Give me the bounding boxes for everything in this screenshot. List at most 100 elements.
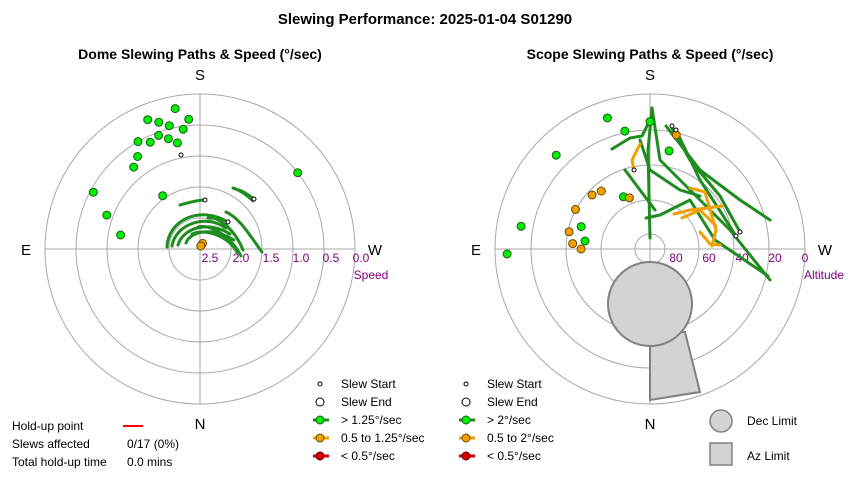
dome-data-point [196,241,206,251]
dome-data-point [154,117,164,127]
dome-data-point [178,124,188,134]
scope-dir-bottom: N [645,416,656,433]
scope-data-point [645,117,655,127]
dome-dir-bottom: N [195,416,206,433]
dome-axis-name: Speed [354,268,389,282]
dome-path [224,210,264,254]
dome-path [237,188,256,201]
fast-dot-icon [315,415,325,425]
scope-dir-left: E [471,242,481,259]
scope-path [644,198,770,278]
slew-end-icon [461,397,471,407]
dome-tick-1: 2.0 [233,251,250,265]
slews-affected-label: Slews affected [12,437,90,451]
scope-data-point [620,126,630,136]
dome-dir-right: W [368,242,383,259]
dome-legend-slow: < 0.5°/sec [341,449,395,463]
dome-tick-2: 1.5 [263,251,280,265]
scope-slew-end-marker [737,229,743,235]
scope-dir-right: W [818,242,833,259]
scope-slew-end-marker [733,233,739,239]
dome-slew-end-marker [251,196,257,202]
dome-paths [165,186,264,258]
scope-legend-slew-end: Slew End [487,395,538,409]
dome-slew-end-markers [178,152,257,225]
scope-path [698,230,722,247]
scope-panel: Scope Slewing Paths & Speed (°/sec) S N … [471,46,844,433]
scope-data-point [571,204,580,214]
scope-path [638,138,702,198]
scope-data-point [664,146,674,156]
dome-path [190,230,239,254]
scope-data-point [576,244,586,254]
dome-title: Dome Slewing Paths & Speed (°/sec) [78,46,322,62]
dome-data-point [170,104,180,114]
scope-legend-fast: > 2°/sec [487,413,531,427]
az-limit-icon [709,442,733,466]
scope-data-point [587,190,597,200]
scope-data-point [568,239,578,249]
dome-data-point [88,187,98,197]
holdup-point-label: Hold-up point [12,419,84,433]
dome-data-point [158,191,168,201]
dec-limit-label: Dec Limit [747,414,798,428]
dome-slew-end-marker [178,152,184,158]
scope-dir-top: S [645,67,655,84]
dome-legend-medium: 0.5 to 1.25°/sec [341,431,425,445]
scope-legend-slew-start: Slew Start [487,377,542,391]
medium-dot-icon [315,433,325,443]
dome-data-point [172,138,182,148]
scope-points [502,113,681,259]
scope-data-point [602,113,612,123]
scope-path [670,126,742,234]
scope-data-point [576,222,586,232]
scope-legend-slow: < 0.5°/sec [487,449,541,463]
scope-data-point [551,150,561,160]
dome-dir-top: S [195,67,205,84]
scope-data-point [564,227,574,237]
dome-tick-4: 0.5 [323,251,340,265]
dome-data-point [184,114,194,124]
dome-legend-slew-end: Slew End [341,395,392,409]
dec-limit-icon [709,409,733,433]
holdup-summary: Hold-up point Slews affected 0/17 (0%) T… [12,419,179,469]
scope-legend: Slew Start Slew End > 2°/sec 0.5 to 2°/s… [459,377,554,463]
dome-slew-end-marker [202,197,208,203]
scope-tick-4: 0 [802,251,809,265]
dome-slew-end-marker [225,219,231,225]
slew-start-icon [463,381,469,387]
dome-path [196,225,243,258]
scope-data-point [516,221,526,231]
scope-axis-name: Altitude [804,268,844,282]
dome-data-point [129,162,139,172]
dome-path [206,216,245,252]
scope-dec-limit [607,261,693,347]
slow-dot-icon [461,451,471,461]
figure-title: Slewing Performance: 2025-01-04 S01290 [278,11,572,28]
scope-path [680,208,718,228]
dome-path [170,219,228,248]
scope-slew-end-marker [631,167,637,173]
scope-path [610,118,652,151]
fast-dot-icon [461,415,471,425]
scope-path [623,168,657,212]
dome-legend-fast: > 1.25°/sec [341,413,402,427]
dome-points [88,104,303,251]
dome-legend: Slew Start Slew End > 1.25°/sec 0.5 to 1… [313,377,425,463]
dome-data-point [154,130,164,140]
slew-end-icon [315,397,325,407]
dome-legend-slew-start: Slew Start [341,377,396,391]
dome-data-point [163,134,173,144]
scope-tick-0: 80 [669,251,683,265]
scope-data-point [624,193,634,203]
scope-data-point [580,236,590,246]
scope-paths [610,106,772,282]
scope-legend-medium: 0.5 to 2°/sec [487,431,554,445]
scope-tick-1: 60 [702,251,716,265]
az-limit-label: Az Limit [747,449,790,463]
medium-dot-icon [461,433,471,443]
dome-data-point [133,137,143,147]
dome-data-point [102,210,112,220]
dome-path [178,198,207,207]
